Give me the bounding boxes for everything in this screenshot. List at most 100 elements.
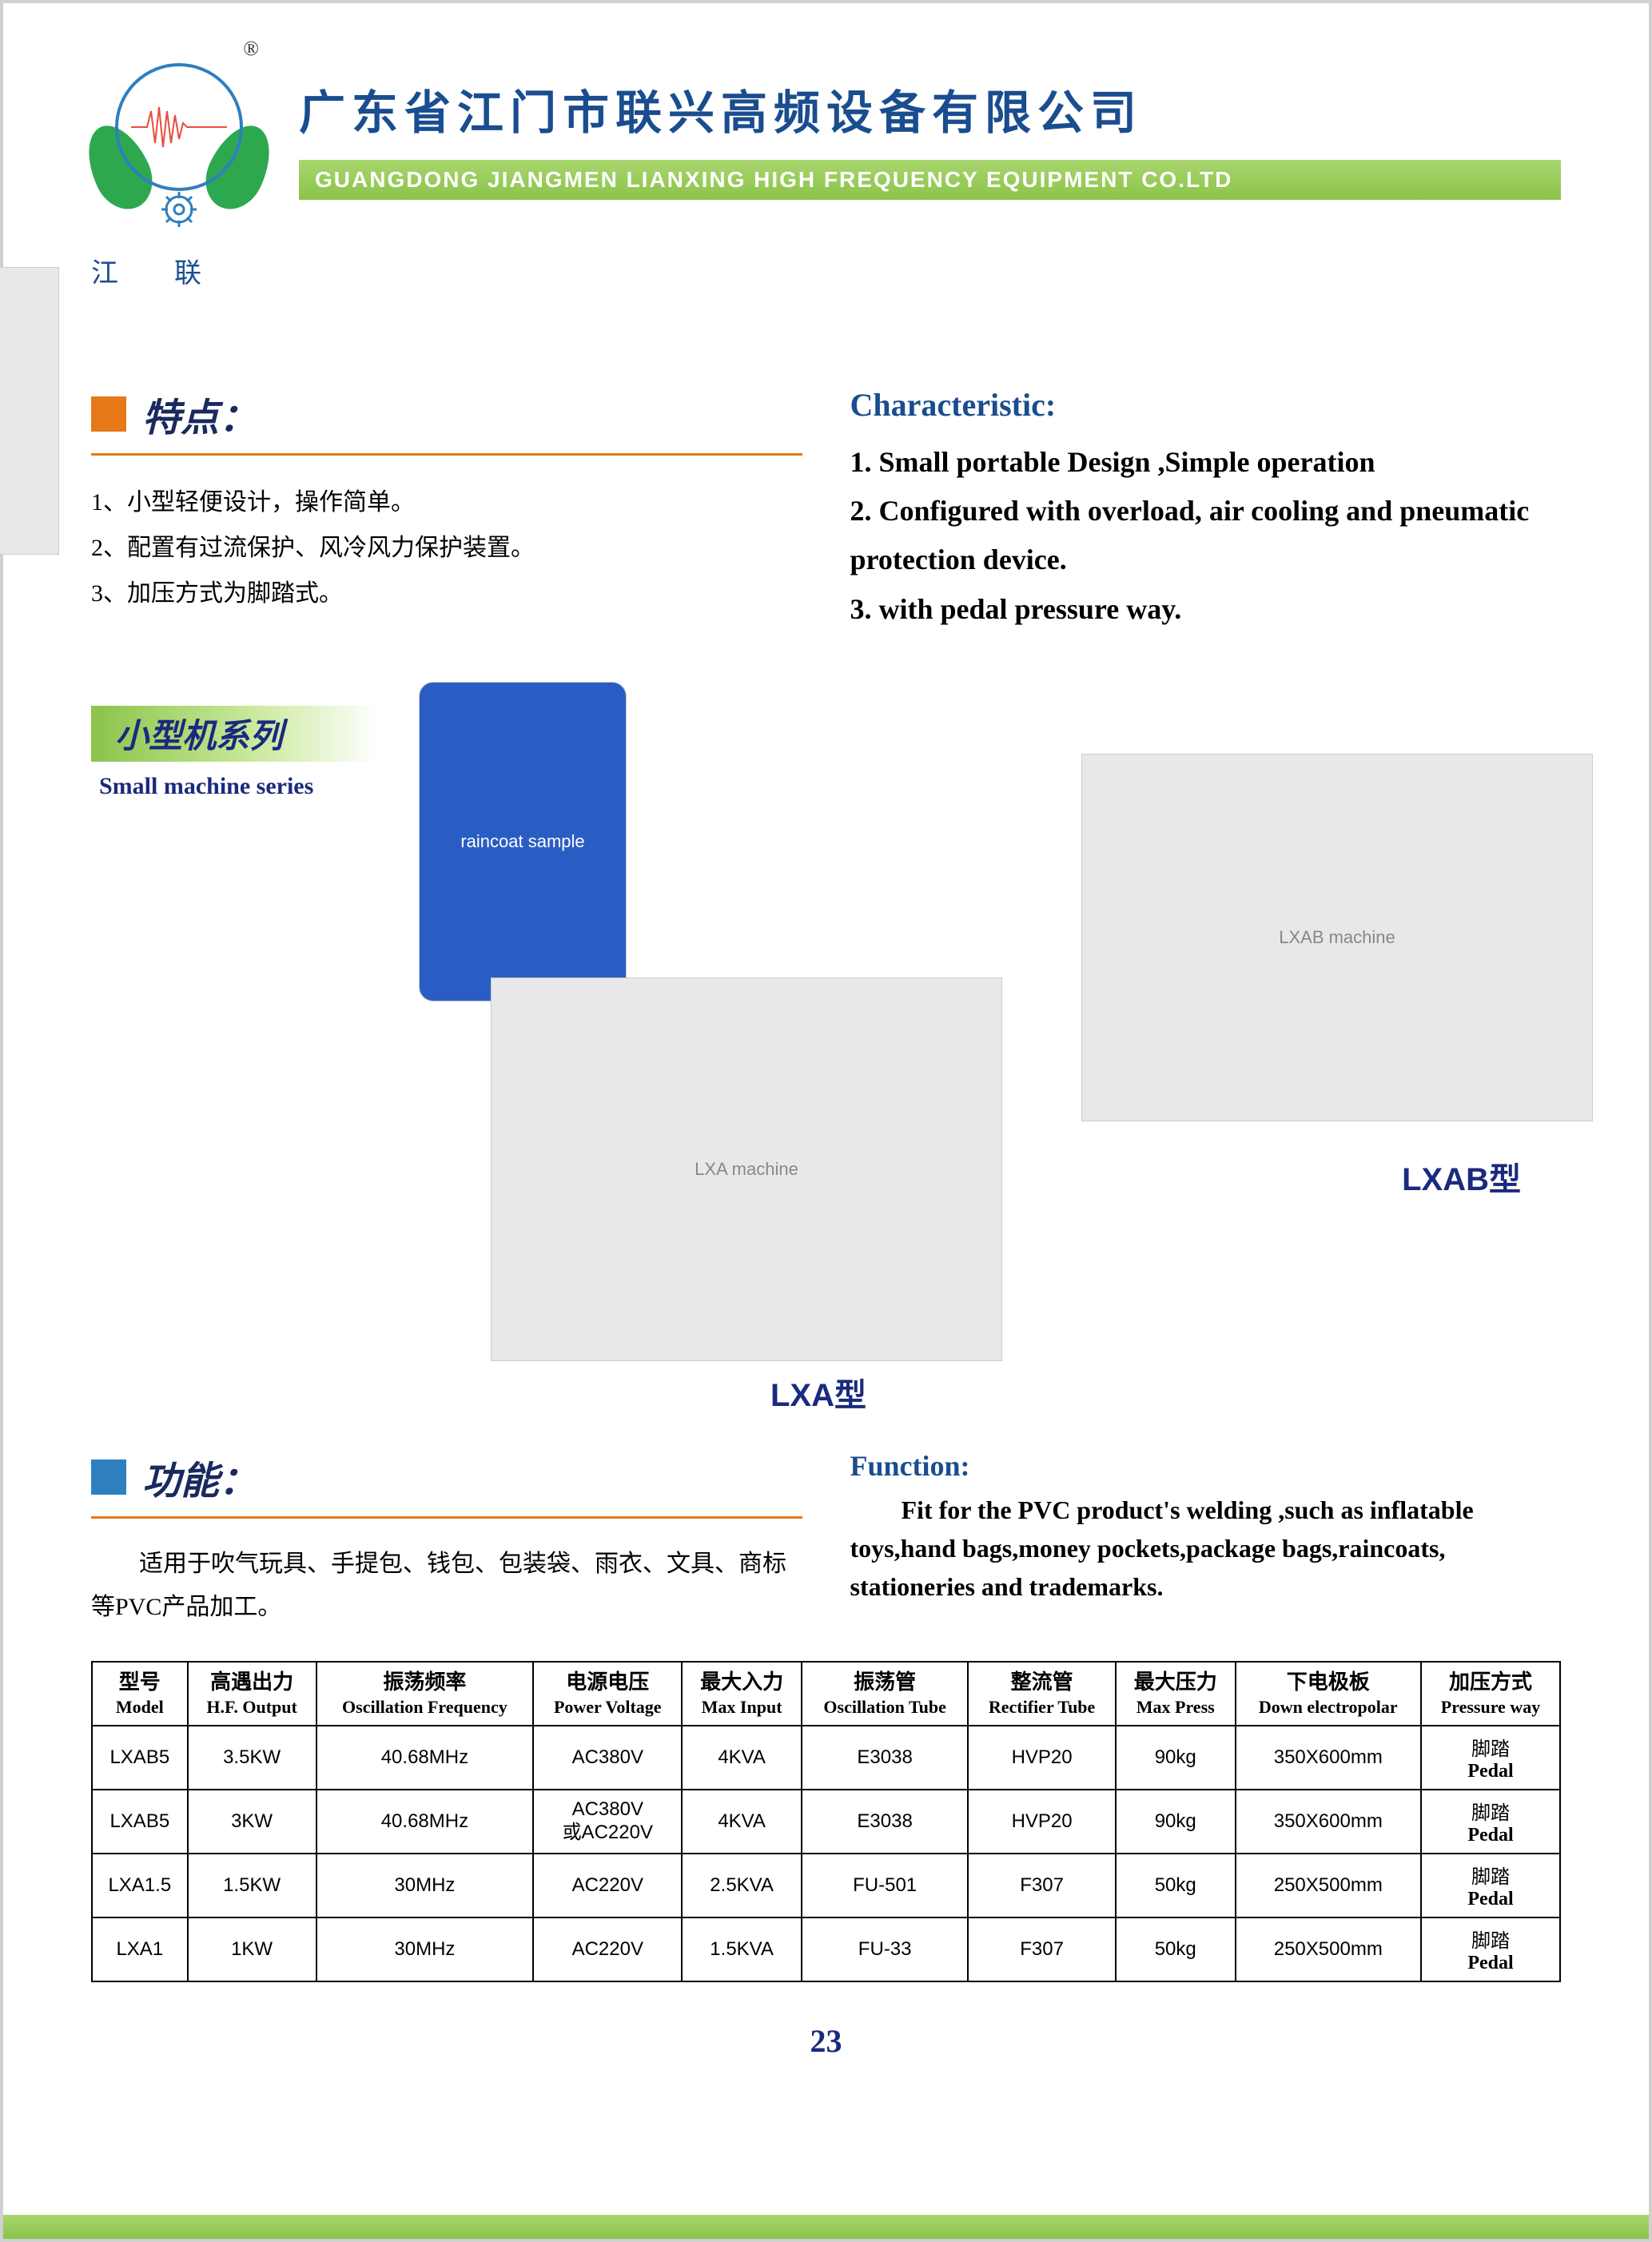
char-item-cn: 1、小型轻便设计，操作简单。: [91, 480, 802, 525]
cell-down: 250X500mm: [1236, 1917, 1421, 1981]
col-pressure-way: 加压方式Pressure way: [1421, 1662, 1560, 1726]
characteristic-en: Characteristic: 1. Small portable Design…: [850, 386, 1562, 634]
col-max-press: 最大压力Max Press: [1116, 1662, 1236, 1726]
cell-hf: 1KW: [188, 1917, 316, 1981]
cell-hf: 3KW: [188, 1790, 316, 1854]
char-item-en: 3. with pedal pressure way.: [850, 585, 1562, 634]
header-titles: 广东省江门市联兴高频设备有限公司 GUANGDONG JIANGMEN LIAN…: [299, 51, 1561, 200]
machine-lxab-image: LXAB machine: [1081, 754, 1593, 1121]
series-name-en: Small machine series: [99, 773, 379, 800]
specifications-table: 型号Model 高遇出力H.F. Output 振荡频率Oscillation …: [91, 1661, 1561, 1982]
cell-freq: 40.68MHz: [316, 1726, 534, 1790]
table-row: LXA1.51.5KW30MHzAC220V2.5KVAFU-501F30750…: [92, 1854, 1560, 1917]
cell-hf: 3.5KW: [188, 1726, 316, 1790]
footer-green-bar: [3, 2215, 1649, 2239]
cell-model: LXAB5: [92, 1726, 188, 1790]
series-bar: 小型机系列: [91, 706, 379, 762]
logo-circle: [115, 63, 243, 191]
company-logo: ®: [91, 51, 267, 227]
col-max-input: 最大入力Max Input: [682, 1662, 802, 1726]
cell-osc: E3038: [802, 1726, 968, 1790]
cell-osc: E3038: [802, 1790, 968, 1854]
characteristic-heading-cn-text: 特点：: [142, 386, 257, 442]
cell-press: 50kg: [1116, 1854, 1236, 1917]
product-images-area: raincoat sample LXAB machine LXA machine…: [403, 706, 1561, 1329]
logo-gear-icon: [161, 192, 197, 227]
table-row: LXAB53.5KW40.68MHzAC380V4KVAE3038HVP2090…: [92, 1726, 1560, 1790]
cell-down: 350X600mm: [1236, 1790, 1421, 1854]
char-item-en: 1. Small portable Design ,Simple operati…: [850, 438, 1562, 487]
col-model: 型号Model: [92, 1662, 188, 1726]
cell-max: 1.5KVA: [682, 1917, 802, 1981]
cell-max: 2.5KVA: [682, 1854, 802, 1917]
characteristic-list-en: 1. Small portable Design ,Simple operati…: [850, 438, 1562, 634]
function-text-en: Fit for the PVC product's welding ,such …: [850, 1491, 1562, 1606]
col-rect-tube: 整流管Rectifier Tube: [968, 1662, 1116, 1726]
cell-press: 90kg: [1116, 1726, 1236, 1790]
cell-osc: FU-33: [802, 1917, 968, 1981]
col-power-volt: 电源电压Power Voltage: [533, 1662, 682, 1726]
company-name-cn: 广东省江门市联兴高频设备有限公司: [299, 75, 1561, 142]
cell-rect: F307: [968, 1917, 1116, 1981]
col-osc-tube: 振荡管Oscillation Tube: [802, 1662, 968, 1726]
cell-down: 350X600mm: [1236, 1726, 1421, 1790]
char-item-cn: 2、配置有过流保护、风冷风力保护装置。: [91, 525, 802, 571]
function-cn: 功能： 适用于吹气玩具、手提包、钱包、包装袋、雨衣、文具、商标等PVC产品加工。: [91, 1449, 802, 1629]
product-samples-image: PVC products: [0, 267, 59, 555]
machine-label-lxab: LXAB型: [1402, 1153, 1521, 1200]
subbrand-label: 江联: [91, 251, 1561, 290]
cell-volt: AC380V: [533, 1726, 682, 1790]
page-header: ® 广东省江门市联兴高频设备有限公司 GUANGDON: [91, 51, 1561, 227]
cell-max: 4KVA: [682, 1790, 802, 1854]
cell-osc: FU-501: [802, 1854, 968, 1917]
logo-waveform-icon: [131, 103, 227, 151]
cell-volt: AC380V或AC220V: [533, 1790, 682, 1854]
function-section: 功能： 适用于吹气玩具、手提包、钱包、包装袋、雨衣、文具、商标等PVC产品加工。…: [91, 1449, 1561, 1629]
col-hf-output: 高遇出力H.F. Output: [188, 1662, 316, 1726]
function-text-cn: 适用于吹气玩具、手提包、钱包、包装袋、雨衣、文具、商标等PVC产品加工。: [91, 1543, 802, 1629]
orange-divider: [91, 1516, 802, 1519]
cell-hf: 1.5KW: [188, 1854, 316, 1917]
cell-rect: HVP20: [968, 1790, 1116, 1854]
blue-bullet-icon: [91, 1459, 126, 1495]
cell-way: 脚踏Pedal: [1421, 1790, 1560, 1854]
cell-press: 90kg: [1116, 1790, 1236, 1854]
cell-volt: AC220V: [533, 1854, 682, 1917]
machine-lxa-image: LXA machine: [491, 978, 1002, 1361]
cell-press: 50kg: [1116, 1917, 1236, 1981]
col-osc-freq: 振荡频率Oscillation Frequency: [316, 1662, 534, 1726]
orange-divider: [91, 453, 802, 456]
cell-way: 脚踏Pedal: [1421, 1917, 1560, 1981]
cell-model: LXA1: [92, 1917, 188, 1981]
table-row: LXA11KW30MHzAC220V1.5KVAFU-33F30750kg250…: [92, 1917, 1560, 1981]
company-name-en-bar: GUANGDONG JIANGMEN LIANXING HIGH FREQUEN…: [299, 160, 1561, 200]
series-name-cn: 小型机系列: [115, 709, 283, 758]
series-label: 小型机系列 Small machine series PVC products: [91, 706, 379, 1329]
machine-label-lxa: LXA型: [770, 1369, 866, 1416]
char-item-en: 2. Configured with overload, air cooling…: [850, 487, 1562, 584]
table-header-row: 型号Model 高遇出力H.F. Output 振荡频率Oscillation …: [92, 1662, 1560, 1726]
cell-max: 4KVA: [682, 1726, 802, 1790]
table-body: LXAB53.5KW40.68MHzAC380V4KVAE3038HVP2090…: [92, 1726, 1560, 1981]
function-heading-cn-text: 功能：: [142, 1449, 257, 1505]
page-number: 23: [91, 2022, 1561, 2060]
function-heading-en: Function:: [850, 1449, 1562, 1483]
col-down-electro: 下电极板Down electropolar: [1236, 1662, 1421, 1726]
cell-rect: HVP20: [968, 1726, 1116, 1790]
catalog-page: ® 广东省江门市联兴高频设备有限公司 GUANGDON: [0, 0, 1652, 2242]
series-section: 小型机系列 Small machine series PVC products …: [91, 706, 1561, 1329]
raincoat-sample-image: raincoat sample: [419, 682, 627, 1002]
characteristic-heading-en: Characteristic:: [850, 386, 1562, 424]
cell-down: 250X500mm: [1236, 1854, 1421, 1917]
cell-freq: 40.68MHz: [316, 1790, 534, 1854]
characteristic-cn: 特点： 1、小型轻便设计，操作简单。 2、配置有过流保护、风冷风力保护装置。 3…: [91, 386, 802, 634]
char-item-cn: 3、加压方式为脚踏式。: [91, 571, 802, 616]
cell-freq: 30MHz: [316, 1917, 534, 1981]
cell-freq: 30MHz: [316, 1854, 534, 1917]
characteristic-heading-cn: 特点：: [91, 386, 802, 442]
cell-way: 脚踏Pedal: [1421, 1854, 1560, 1917]
characteristic-list-cn: 1、小型轻便设计，操作简单。 2、配置有过流保护、风冷风力保护装置。 3、加压方…: [91, 480, 802, 616]
cell-model: LXA1.5: [92, 1854, 188, 1917]
cell-rect: F307: [968, 1854, 1116, 1917]
function-en: Function: Fit for the PVC product's weld…: [850, 1449, 1562, 1629]
